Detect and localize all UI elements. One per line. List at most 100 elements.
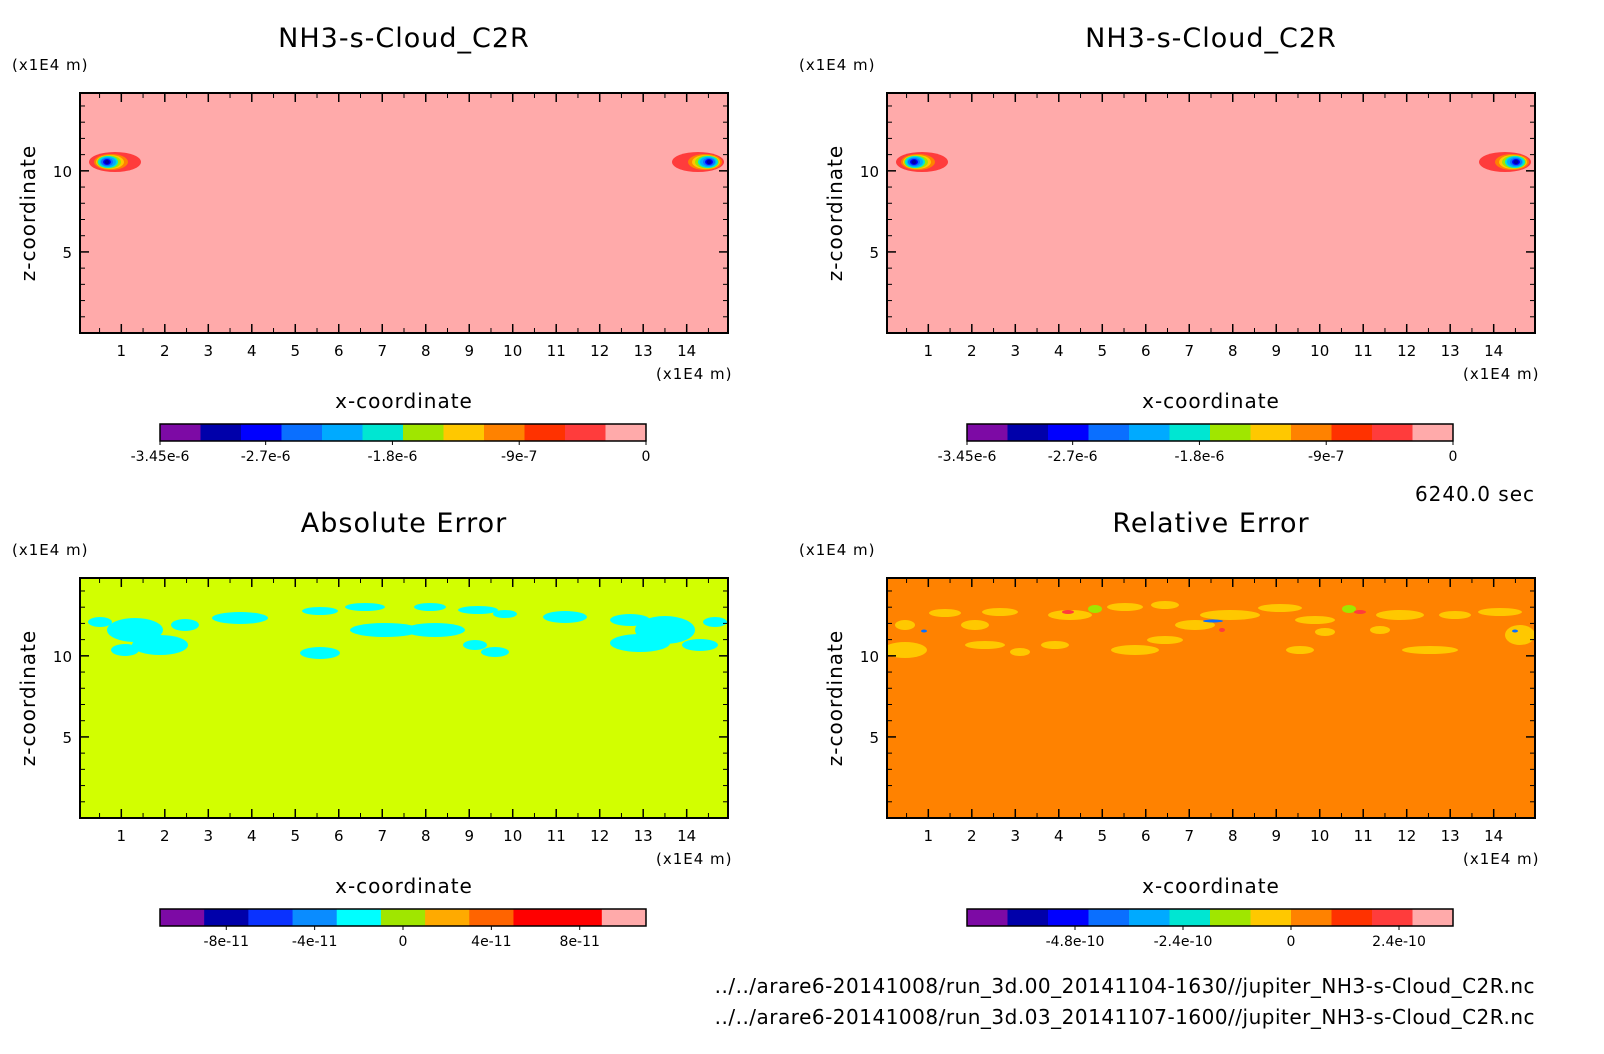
- x-tick-label: 13: [1441, 827, 1460, 845]
- y-axis-label: z-coordinate: [823, 145, 847, 281]
- y-tick-label: 5: [869, 244, 879, 262]
- colorbar: -3.45e-6 -2.7e-6 -1.8e-6 -9e-7 0: [938, 423, 1458, 465]
- colorbar: -3.45e-6 -2.7e-6 -1.8e-6 -9e-7 0: [131, 423, 650, 465]
- x-tick-label: 1: [117, 342, 127, 360]
- x-tick-label: 11: [547, 342, 566, 360]
- x-tick-label: 10: [503, 342, 522, 360]
- colorbar-swatch: [565, 424, 606, 441]
- colorbar-swatch: [241, 424, 282, 441]
- x-ticks: 1 2 3 4 5 6 7 8 9 10 11 12 13 14: [906, 93, 1516, 360]
- y-tick-label: 5: [62, 244, 72, 262]
- error-patches: [887, 601, 1535, 658]
- colorbar-tick-label: -1.8e-6: [1174, 449, 1224, 465]
- x-unit-label: (x1E4 m): [656, 850, 733, 868]
- x-tick-label: 14: [677, 342, 696, 360]
- cloud-blob-left: [896, 152, 948, 172]
- colorbar-swatch: [605, 424, 647, 441]
- colorbar-swatch: [1250, 424, 1292, 441]
- x-tick-label: 13: [634, 342, 653, 360]
- cloud-blob-left: [89, 152, 141, 172]
- y-axis-label: z-coordinate: [16, 145, 40, 281]
- y-unit-label: (x1E4 m): [799, 56, 876, 74]
- y-tick-label: 10: [860, 163, 879, 181]
- colorbar-swatch: [1412, 424, 1454, 441]
- colorbar-swatch: [362, 424, 404, 441]
- colorbar-tick-label: 0: [399, 934, 408, 950]
- panel-title: Absolute Error: [301, 508, 507, 539]
- y-tick-label: 5: [869, 729, 879, 747]
- colorbar-frame: [159, 423, 647, 442]
- x-tick-label: 8: [1228, 827, 1238, 845]
- colorbar-swatch: [524, 424, 566, 441]
- x-tick-label: 1: [117, 827, 127, 845]
- x-tick-label: 9: [1271, 342, 1281, 360]
- plot-background: [80, 93, 728, 333]
- colorbar-swatch: [1129, 424, 1170, 441]
- panel-absolute-error: Absolute Error (x1E4 m): [12, 508, 733, 950]
- colorbar-swatch: [1007, 909, 1049, 926]
- y-unit-label: (x1E4 m): [12, 541, 89, 559]
- x-tick-label: 12: [1397, 827, 1416, 845]
- file-path-2: ../../arare6-20141008/run_3d.03_20141107…: [715, 1005, 1535, 1029]
- colorbar-swatch: [1372, 909, 1413, 926]
- x-tick-label: 7: [377, 827, 387, 845]
- x-ticks: 1 2 3 4 5 6 7 8 9 10 11 12 13 14: [906, 578, 1516, 845]
- colorbar-swatch: [967, 909, 1008, 926]
- colorbar-swatch: [1250, 909, 1292, 926]
- colorbar-swatch: [281, 424, 323, 441]
- x-tick-label: 6: [334, 827, 344, 845]
- panel-relative-error: Relative Error (x1E4 m): [799, 508, 1539, 950]
- x-tick-label: 5: [291, 342, 301, 360]
- colorbar: -4.8e-10 -2.4e-10 0 2.4e-10: [966, 908, 1454, 950]
- y-unit-label: (x1E4 m): [12, 56, 89, 74]
- x-tick-label: 8: [421, 342, 431, 360]
- colorbar-tick-label: -2.4e-10: [1154, 934, 1213, 950]
- colorbar-swatch: [1088, 424, 1130, 441]
- colorbar-swatch: [1169, 424, 1211, 441]
- y-ticks: 5 10: [860, 590, 1535, 803]
- plot-background: [80, 578, 728, 818]
- x-ticks: 1 2 3 4 5 6 7 8 9 10 11 12 13 14: [99, 578, 709, 845]
- cloud-features: [89, 152, 724, 172]
- x-tick-label: 6: [334, 342, 344, 360]
- x-ticks: 1 2 3 4 5 6 7 8 9 10 11 12 13 14: [99, 93, 709, 360]
- colorbar-swatch: [200, 424, 242, 441]
- colorbar-swatch: [1048, 424, 1089, 441]
- colorbar-swatch: [1007, 424, 1049, 441]
- colorbar-swatch: [322, 424, 363, 441]
- colorbar-frame: [966, 423, 1454, 442]
- y-ticks: 5 10: [53, 590, 728, 803]
- colorbar-tick-label: 0: [1449, 449, 1458, 465]
- y-tick-label: 10: [860, 648, 879, 666]
- colorbar-tick-label: 4e-11: [471, 934, 511, 950]
- cloud-blob-right: [1479, 152, 1531, 172]
- colorbar-swatch: [484, 424, 525, 441]
- x-tick-label: 8: [1228, 342, 1238, 360]
- x-tick-label: 2: [967, 827, 977, 845]
- colorbar-swatch: [1331, 909, 1373, 926]
- y-axis-label: z-coordinate: [823, 630, 847, 766]
- panel-title: NH3-s-Cloud_C2R: [1085, 23, 1337, 54]
- x-tick-label: 6: [1141, 342, 1151, 360]
- x-tick-label: 3: [204, 342, 214, 360]
- x-tick-label: 11: [1354, 827, 1373, 845]
- x-tick-label: 13: [1441, 342, 1460, 360]
- colorbar-tick-label: 2.4e-10: [1372, 934, 1426, 950]
- x-tick-label: 11: [547, 827, 566, 845]
- x-tick-label: 8: [421, 827, 431, 845]
- x-axis-label: x-coordinate: [1142, 389, 1280, 413]
- x-tick-label: 9: [1271, 827, 1281, 845]
- colorbar-swatch: [967, 424, 1008, 441]
- colorbar-tick-label: 8e-11: [560, 934, 600, 950]
- x-unit-label: (x1E4 m): [1463, 365, 1540, 383]
- colorbar-swatch: [403, 424, 444, 441]
- x-axis-label: x-coordinate: [1142, 874, 1280, 898]
- colorbar-swatch: [1169, 909, 1211, 926]
- colorbar-swatch: [1088, 909, 1130, 926]
- x-tick-label: 10: [503, 827, 522, 845]
- colorbar-swatch: [292, 909, 338, 926]
- colorbar-swatch: [1210, 424, 1251, 441]
- panel-title: NH3-s-Cloud_C2R: [278, 23, 530, 54]
- colorbar-swatch: [336, 909, 382, 926]
